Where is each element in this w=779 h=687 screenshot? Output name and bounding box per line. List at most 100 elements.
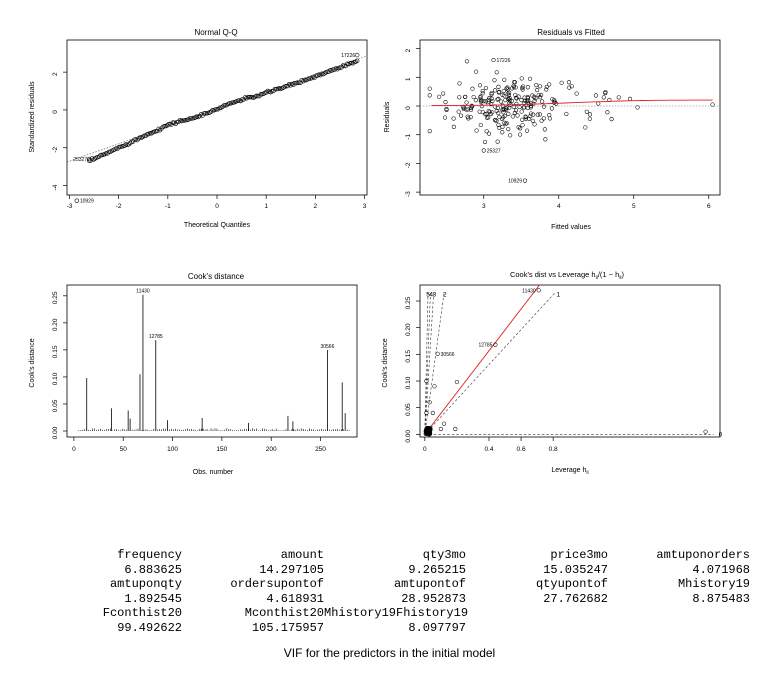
rvf-point — [504, 107, 509, 112]
rvf-point — [508, 133, 513, 138]
cvl-y-tick-label: 0.25 — [405, 296, 412, 309]
vif-name-row: Fconthist20 Mconthist20 Mhistory19Fhistory… — [40, 606, 750, 621]
cvl-title-sub2: ii — [619, 275, 621, 281]
rvf-point — [496, 96, 501, 101]
qq-point — [136, 136, 141, 141]
rvf-point — [520, 123, 525, 128]
rvf-point — [540, 99, 545, 104]
qq-x-label: Theoretical Quantiles — [184, 222, 251, 229]
rvf-point — [583, 125, 588, 130]
rvf-point — [513, 92, 518, 97]
rvf-point — [506, 111, 511, 116]
cvl-point — [453, 426, 458, 432]
rvf-point — [497, 125, 502, 130]
qq-y-tick-label: 0 — [52, 110, 59, 114]
rvf-point — [493, 88, 498, 93]
cvl-outlier-point — [536, 288, 541, 293]
rvf-point — [516, 94, 521, 99]
rvf-point — [609, 117, 614, 122]
rvf-y-tick-label: -3 — [405, 191, 412, 197]
cvl-y-tick-label: 0.00 — [405, 430, 412, 443]
rvf-point — [627, 96, 633, 101]
vif-predictor-name: Mconthist20 — [244, 606, 324, 620]
cvl-point — [427, 400, 432, 405]
rvf-point — [474, 69, 479, 74]
rvf-point — [477, 83, 483, 88]
rvf-point — [537, 84, 543, 89]
cvl-x-tick-label: 0.6 — [517, 446, 526, 453]
cvl-outlier-point — [435, 351, 440, 356]
qq-point — [245, 94, 251, 100]
rvf-point — [516, 125, 521, 130]
rvf-point — [517, 104, 522, 110]
qq-point — [153, 128, 158, 134]
rvf-point — [465, 114, 470, 119]
qq-point — [198, 112, 204, 117]
cvl-title-sub1: ii — [596, 275, 598, 281]
rvf-point — [511, 85, 517, 90]
qq-point — [203, 111, 208, 116]
cvl-point — [424, 378, 429, 384]
rvf-point — [496, 90, 501, 95]
rvf-point — [502, 77, 507, 82]
qq-point — [268, 90, 273, 95]
vif-name-row: amtuponqty ordersupontof amtupontof qtyupon… — [40, 577, 750, 592]
rvf-title: Residuals vs Fitted — [537, 28, 605, 37]
cvl-point — [430, 410, 435, 416]
rvf-point — [547, 113, 552, 118]
rvf-point — [506, 97, 511, 102]
qq-point — [89, 156, 95, 161]
rvf-point — [437, 94, 442, 99]
qq-outlier-point — [74, 198, 80, 203]
cooks-x-tick-label: 50 — [120, 446, 128, 453]
qq-point — [318, 72, 323, 78]
vif-predictor-name: frequency — [117, 548, 182, 562]
rvf-point — [543, 137, 548, 142]
rvf-point — [473, 98, 478, 103]
rvf-point — [514, 101, 519, 106]
qq-point — [274, 86, 279, 92]
qq-point — [296, 80, 302, 85]
rvf-point — [539, 118, 544, 123]
rvf-point — [523, 114, 528, 119]
cvl-title-end: ) — [622, 270, 625, 279]
cvl-contour-label: 4 — [429, 291, 433, 298]
cooks-outlier-label: 12785 — [149, 334, 163, 340]
rvf-y-tick-label: -2 — [405, 162, 412, 168]
vif-name-row: frequency amount qty3mo price3mo amtuponorde… — [40, 548, 750, 563]
rvf-y-tick-label: 0 — [405, 106, 412, 110]
cvl-x-tick-label: 0 — [423, 446, 427, 453]
cooks-y-tick-label: 0.10 — [52, 372, 59, 385]
cvl-x-tick-label: 0.8 — [549, 446, 558, 453]
rvf-point — [534, 83, 539, 88]
rvf-point — [567, 85, 572, 90]
qq-point — [210, 108, 215, 113]
rvf-point — [443, 100, 448, 105]
cvl-contour-line — [424, 292, 429, 435]
rvf-smoother-line — [431, 99, 713, 106]
rvf-point — [505, 85, 510, 90]
rvf-point — [514, 95, 519, 101]
qq-plot-content: -3 -2 -1 0 1 2 3 -4 -2 0 2 17226 25327 10929 — [52, 52, 368, 210]
rvf-point — [605, 110, 610, 115]
cvl-contour-line — [424, 292, 555, 435]
cooks-x-label: Obs. number — [193, 469, 234, 476]
vif-value: 28.952873 — [401, 591, 466, 606]
qq-x-tick-label: 1 — [264, 203, 268, 210]
qq-point — [187, 116, 193, 121]
rvf-point — [596, 101, 601, 106]
rvf-point — [537, 112, 542, 117]
cvl-contour-label: 1 — [557, 291, 561, 298]
rvf-point — [528, 111, 534, 116]
rvf-point — [504, 86, 509, 91]
qq-point — [172, 120, 177, 125]
rvf-x-tick-label: 5 — [632, 203, 636, 210]
cvl-point — [425, 425, 430, 431]
vif-value — [608, 621, 750, 636]
vif-predictor-name: Mhistory19 — [677, 577, 750, 591]
qq-x-tick-label: 3 — [363, 203, 367, 210]
rvf-point — [496, 122, 501, 128]
rvf-point — [506, 92, 512, 98]
cooks-title: Cook's distance — [188, 272, 245, 281]
vif-table: frequency amount qty3mo price3mo amtuponorde… — [40, 548, 750, 635]
